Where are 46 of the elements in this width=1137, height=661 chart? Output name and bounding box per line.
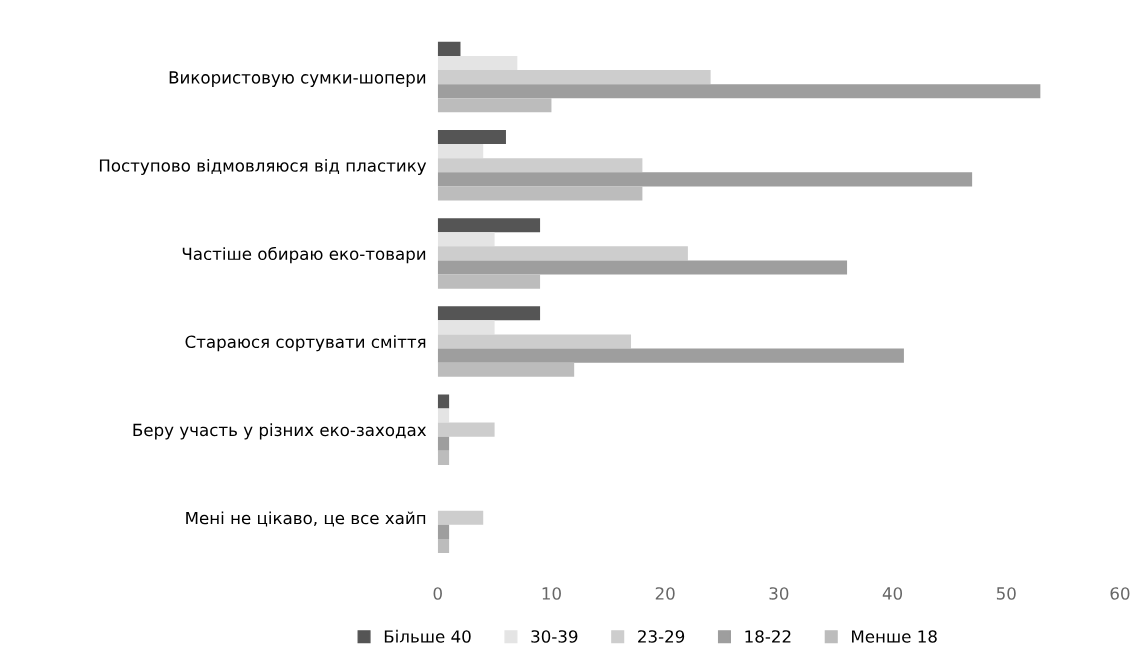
bar [437,408,450,423]
y-tick-label: Використовую сумки-шопери [169,71,426,87]
bar [437,306,541,321]
x-tick-label: 10 [542,587,561,600]
legend-label: 18-22 [745,630,791,643]
legend-label: Менше 18 [852,630,937,643]
bar [437,186,643,201]
x-tick-label: 40 [882,587,903,600]
bar [437,450,450,465]
bar [437,436,450,451]
y-tick-label: Беру участь у різних еко-заходах [133,423,427,440]
bar [437,218,541,233]
legend-label: Більше 40 [384,629,471,643]
bar [437,538,450,554]
y-tick-label: Мені не цікаво, це все хайп [186,511,426,527]
bar [437,158,643,173]
bar [437,84,1041,99]
bar [437,348,904,363]
y-tick-label: Поступово відмовляюся від пластику [99,158,427,176]
bar [437,524,450,539]
bar [437,362,575,377]
y-tick-label: Частіше обираю еко-товари [182,246,426,264]
bar [437,144,484,159]
bar [437,510,484,525]
bar [437,41,461,56]
bar [437,172,973,187]
bar [437,98,552,113]
bar [437,246,688,261]
bar [437,130,506,145]
bar [437,422,495,437]
bar [437,274,541,289]
x-tick-label: 20 [655,587,675,600]
x-tick-label: 30 [769,587,789,600]
x-tick-label: 0 [433,587,442,600]
bar [437,260,848,275]
x-tick-label: 60 [1110,587,1130,600]
bar [437,55,518,71]
bar [437,334,632,349]
x-tick-label: 50 [996,587,1016,600]
legend-label: 23-29 [638,630,685,643]
bar [437,320,495,335]
legend-label: 30-39 [531,630,578,643]
y-tick-label: Стараюся сортувати сміття [185,335,426,352]
bar [437,394,450,409]
bar [437,232,495,247]
bar [437,70,711,85]
